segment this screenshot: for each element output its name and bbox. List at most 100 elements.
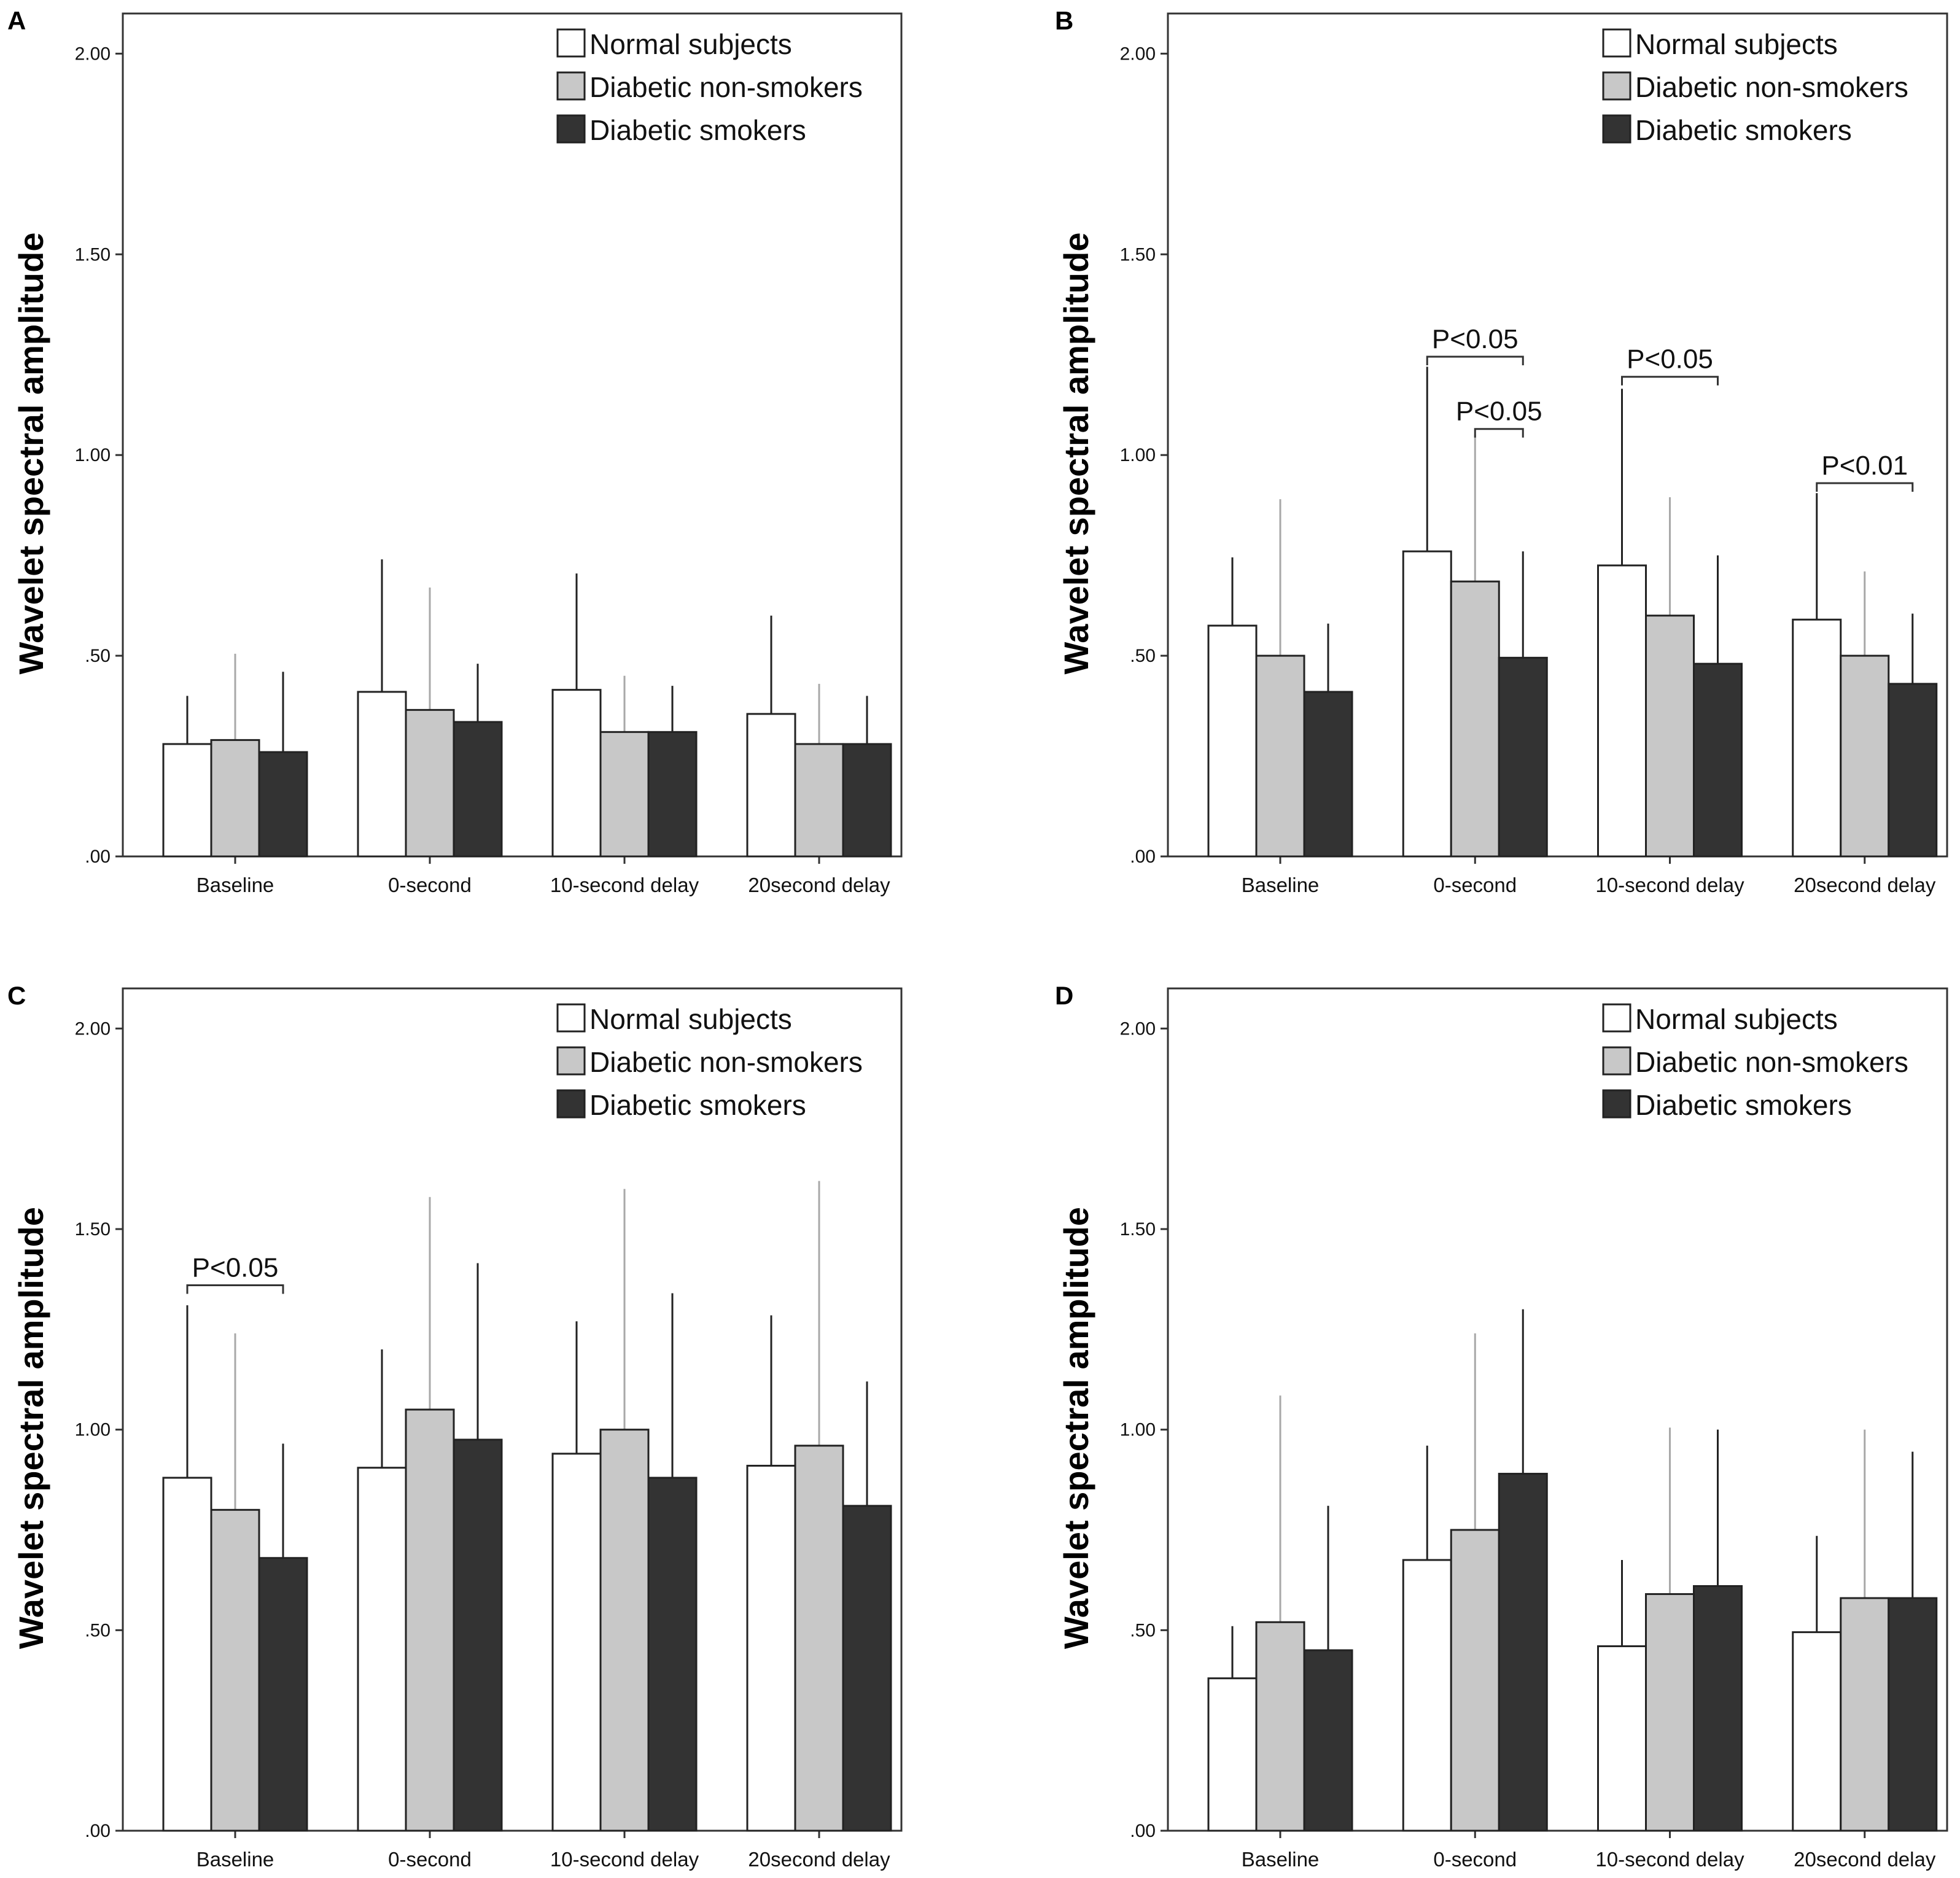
significance-bracket xyxy=(1621,376,1719,386)
legend-swatch-normal xyxy=(556,28,586,58)
bar-smoker-baseline xyxy=(1303,1649,1353,1832)
legend-swatch-nonsmoker xyxy=(1602,71,1631,101)
bar-nonsmoker-10-second-delay xyxy=(1645,1593,1695,1832)
y-tick-label: 2.00 xyxy=(75,44,111,64)
bar-normal-10-second-delay xyxy=(1597,564,1647,858)
bar-nonsmoker-baseline xyxy=(1255,1621,1305,1832)
legend-label-nonsmoker: Diabetic non-smokers xyxy=(589,1046,863,1078)
bar-smoker-10-second-delay xyxy=(1693,1585,1743,1832)
bar-nonsmoker-10-second-delay xyxy=(599,731,650,858)
bar-nonsmoker-0-second xyxy=(1450,580,1500,858)
bar-nonsmoker-20second-delay xyxy=(1840,654,1890,858)
bar-nonsmoker-0-second xyxy=(405,1408,455,1832)
legend-swatch-smoker xyxy=(556,114,586,144)
y-tick-label: 1.50 xyxy=(75,1219,111,1240)
bar-smoker-0-second xyxy=(453,721,503,858)
category-label-20second-delay: 20second delay xyxy=(1794,874,1936,896)
panel-letter: B xyxy=(1055,6,1073,35)
legend-swatch-nonsmoker xyxy=(1602,1046,1631,1076)
y-tick-label: 1.00 xyxy=(75,1420,111,1440)
bar-normal-10-second-delay xyxy=(551,689,602,858)
bar-nonsmoker-10-second-delay xyxy=(1645,615,1695,858)
legend-swatch-normal xyxy=(1602,28,1631,58)
y-tick-label: 2.00 xyxy=(75,1019,111,1039)
y-tick-label: 1.50 xyxy=(1120,1219,1156,1240)
legend-label-smoker: Diabetic smokers xyxy=(1635,1089,1852,1121)
legend-swatch-nonsmoker xyxy=(556,1046,586,1076)
bar-smoker-baseline xyxy=(1303,691,1353,858)
bar-nonsmoker-0-second xyxy=(1450,1529,1500,1832)
legend-label-nonsmoker: Diabetic non-smokers xyxy=(1635,71,1908,103)
y-axis-label: Wavelet spectral amplitude xyxy=(12,233,50,675)
bar-nonsmoker-20second-delay xyxy=(794,743,844,858)
significance-bracket xyxy=(1426,355,1524,366)
significance-bracket xyxy=(1474,428,1524,438)
category-label-baseline: Baseline xyxy=(196,874,274,896)
legend-swatch-nonsmoker xyxy=(556,71,586,101)
legend-swatch-normal xyxy=(556,1003,586,1033)
bar-smoker-0-second xyxy=(453,1438,503,1832)
bar-smoker-0-second xyxy=(1498,1473,1548,1832)
significance-label: P<0.01 xyxy=(1821,451,1908,481)
y-tick-label: 1.00 xyxy=(1120,1420,1156,1440)
significance-bracket xyxy=(186,1284,284,1294)
category-label-0-second: 0-second xyxy=(388,1848,472,1871)
legend-label-normal: Normal subjects xyxy=(589,1003,792,1035)
y-axis-label: Wavelet spectral amplitude xyxy=(12,1207,50,1649)
y-tick-label: 2.00 xyxy=(1120,1019,1156,1039)
category-label-10-second-delay: 10-second delay xyxy=(1595,1848,1744,1871)
plot-frame xyxy=(1167,12,1948,858)
legend-label-nonsmoker: Diabetic non-smokers xyxy=(1635,1046,1908,1078)
bar-normal-20second-delay xyxy=(1792,618,1842,858)
bar-smoker-10-second-delay xyxy=(647,1476,698,1832)
bar-smoker-10-second-delay xyxy=(647,731,698,858)
significance-label: P<0.05 xyxy=(1432,324,1519,354)
bar-normal-baseline xyxy=(162,743,212,858)
bar-smoker-0-second xyxy=(1498,656,1548,858)
bar-nonsmoker-baseline xyxy=(210,1508,260,1832)
bar-normal-baseline xyxy=(1207,624,1258,858)
panel-letter: A xyxy=(7,6,26,35)
panel-a: A .00 .50 1.00 1.50 2.00 Wavelet spectral ampl… xyxy=(7,6,903,896)
bar-smoker-20second-delay xyxy=(842,743,892,858)
y-tick-label: .50 xyxy=(85,1620,111,1640)
bar-nonsmoker-20second-delay xyxy=(1840,1597,1890,1832)
bar-normal-0-second xyxy=(357,691,407,858)
legend-swatch-smoker xyxy=(556,1089,586,1119)
bar-smoker-20second-delay xyxy=(842,1505,892,1832)
y-tick-label: .00 xyxy=(1130,847,1156,867)
legend-label-nonsmoker: Diabetic non-smokers xyxy=(589,71,863,103)
significance-label: P<0.05 xyxy=(192,1252,279,1282)
bar-smoker-baseline xyxy=(258,1557,308,1832)
bar-normal-10-second-delay xyxy=(1597,1645,1647,1832)
y-axis-label: Wavelet spectral amplitude xyxy=(1057,233,1095,675)
y-axis-label: Wavelet spectral amplitude xyxy=(1057,1207,1095,1649)
legend-label-smoker: Diabetic smokers xyxy=(589,114,806,146)
y-tick-label: 1.00 xyxy=(1120,445,1156,465)
legend-label-smoker: Diabetic smokers xyxy=(1635,114,1852,146)
y-tick-label: .00 xyxy=(85,1821,111,1841)
category-label-10-second-delay: 10-second delay xyxy=(1595,874,1744,896)
y-tick-label: 1.50 xyxy=(75,244,111,265)
bar-normal-20second-delay xyxy=(1792,1631,1842,1832)
category-label-0-second: 0-second xyxy=(388,874,472,896)
y-tick-label: .00 xyxy=(85,847,111,867)
legend-label-smoker: Diabetic smokers xyxy=(589,1089,806,1121)
category-label-0-second: 0-second xyxy=(1433,874,1517,896)
plot-frame xyxy=(122,12,903,858)
significance-label: P<0.05 xyxy=(1627,344,1713,374)
bar-nonsmoker-baseline xyxy=(1255,654,1305,858)
bar-nonsmoker-20second-delay xyxy=(794,1445,844,1832)
legend-swatch-normal xyxy=(1602,1003,1631,1033)
legend-label-normal: Normal subjects xyxy=(1635,1003,1838,1035)
category-label-20second-delay: 20second delay xyxy=(1794,1848,1936,1871)
y-tick-label: .50 xyxy=(85,646,111,666)
y-tick-label: 1.50 xyxy=(1120,244,1156,265)
bar-nonsmoker-baseline xyxy=(210,739,260,858)
legend-swatch-smoker xyxy=(1602,1089,1631,1119)
category-label-baseline: Baseline xyxy=(1242,874,1320,896)
bar-nonsmoker-10-second-delay xyxy=(599,1429,650,1832)
bar-smoker-10-second-delay xyxy=(1693,662,1743,858)
significance-label: P<0.05 xyxy=(1456,397,1542,427)
